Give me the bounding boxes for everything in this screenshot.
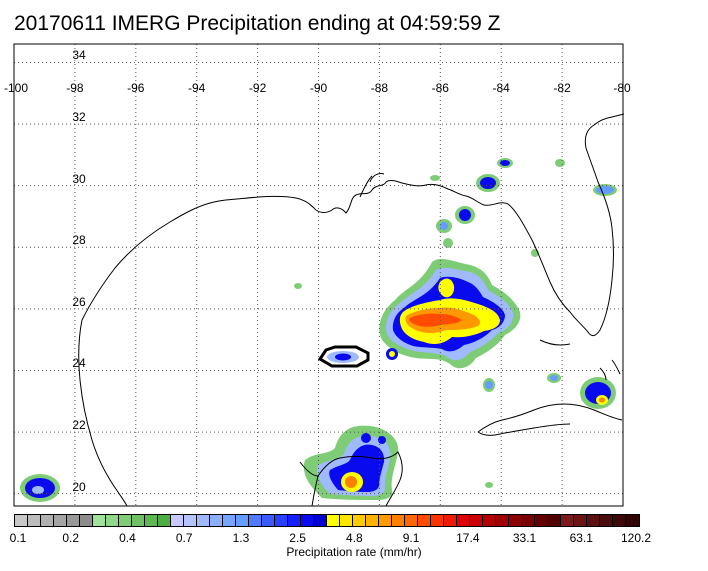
colorbar-label: 1.3	[232, 531, 250, 545]
colorbar-cell	[574, 515, 587, 526]
colorbar-cell	[15, 515, 28, 526]
precip-cell-outlined	[327, 351, 359, 363]
map-frame	[13, 43, 624, 507]
lat-tick-label: 30	[72, 171, 86, 186]
lat-tick-label: 22	[72, 418, 86, 433]
colorbar-cell	[119, 515, 132, 526]
colorbar-cell	[444, 515, 457, 526]
precip-cell-yucatan	[303, 425, 399, 500]
colorbar-cell	[106, 515, 119, 526]
colorbar-label: 9.1	[402, 531, 420, 545]
colorbar-title: Precipitation rate (mm/hr)	[286, 545, 422, 559]
colorbar-cell	[210, 515, 223, 526]
colorbar-cell	[431, 515, 444, 526]
colorbar-cell	[587, 515, 600, 526]
graticule	[14, 44, 623, 506]
colorbar-cell	[522, 515, 535, 526]
colorbar-cell	[67, 515, 80, 526]
coastlines	[78, 113, 625, 507]
colorbar-cell	[418, 515, 431, 526]
colorbar-cell	[54, 515, 67, 526]
colorbar-cell	[392, 515, 405, 526]
colorbar-cell	[340, 515, 353, 526]
lat-tick-label: 26	[72, 294, 86, 309]
lon-tick-label: -86	[431, 81, 449, 95]
colorbar-cell	[158, 515, 171, 526]
precip-cell-eastern-gulf	[379, 258, 521, 369]
lon-tick-label: -80	[613, 81, 631, 95]
lat-tick-label: 34	[72, 48, 86, 63]
colorbar-cell	[145, 515, 158, 526]
highlight-outline	[317, 345, 370, 368]
colorbar-label: 2.5	[289, 531, 306, 545]
colorbar-cell	[197, 515, 210, 526]
colorbar-cell	[223, 515, 236, 526]
colorbar-cell	[262, 515, 275, 526]
lon-tick-label: -88	[370, 81, 389, 95]
colorbar-cell	[379, 515, 392, 526]
colorbar	[14, 514, 640, 527]
colorbar-cell	[353, 515, 366, 526]
colorbar-cell	[41, 515, 54, 526]
colorbar-cell	[301, 515, 314, 526]
colorbar-label: 63.1	[569, 531, 593, 545]
colorbar-cell	[600, 515, 613, 526]
lat-tick-label: 32	[72, 110, 86, 125]
colorbar-label: 4.8	[346, 531, 363, 545]
lon-tick-label: -100	[3, 81, 29, 95]
colorbar-label: 17.4	[456, 531, 480, 545]
precip-cell-mexico	[20, 474, 60, 502]
colorbar-cell	[327, 515, 340, 526]
colorbar-cell	[288, 515, 301, 526]
colorbar-label: 0.1	[9, 531, 27, 545]
colorbar-label: 33.1	[512, 531, 537, 545]
colorbar-cell	[470, 515, 483, 526]
chart-title: 20170611 IMERG Precipitation ending at 0…	[14, 12, 501, 35]
precip-cells-north-gulf	[294, 158, 617, 289]
colorbar-cell	[405, 515, 418, 526]
precipitation-layer	[20, 158, 617, 502]
colorbar-cell	[236, 515, 249, 526]
colorbar-label: 0.7	[175, 531, 193, 545]
colorbar-cell	[535, 515, 548, 526]
colorbar-cell	[483, 515, 496, 526]
colorbar-cell	[548, 515, 561, 526]
colorbar-cell	[613, 515, 626, 526]
lon-tick-label: -82	[553, 81, 571, 95]
colorbar-cell	[457, 515, 470, 526]
lat-tick-label: 28	[72, 233, 86, 248]
colorbar-cell	[93, 515, 106, 526]
lon-tick-label: -92	[248, 81, 267, 95]
precip-cells-cuba	[483, 373, 616, 488]
colorbar-cell	[80, 515, 93, 526]
colorbar-cell	[561, 515, 574, 526]
colorbar-label: 0.2	[62, 531, 80, 545]
colorbar-cell	[275, 515, 288, 526]
lat-tick-label: 20	[72, 479, 86, 494]
colorbar-cell	[171, 515, 184, 526]
colorbar-cell	[366, 515, 379, 526]
colorbar-cell	[28, 515, 41, 526]
colorbar-cell	[184, 515, 197, 526]
lat-tick-label: 24	[72, 356, 86, 371]
colorbar-cell	[626, 515, 639, 526]
colorbar-cell	[132, 515, 145, 526]
colorbar-label: 120.2	[620, 531, 652, 545]
lon-tick-label: -90	[309, 81, 328, 95]
lon-tick-label: -98	[66, 81, 84, 95]
colorbar-cell	[496, 515, 509, 526]
colorbar-cell	[509, 515, 522, 526]
colorbar-label: 0.4	[119, 531, 136, 545]
lon-tick-label: -84	[492, 81, 510, 95]
colorbar-cell	[249, 515, 262, 526]
lon-tick-label: -94	[188, 81, 206, 95]
colorbar-cell	[314, 515, 327, 526]
lon-tick-label: -96	[127, 81, 145, 95]
